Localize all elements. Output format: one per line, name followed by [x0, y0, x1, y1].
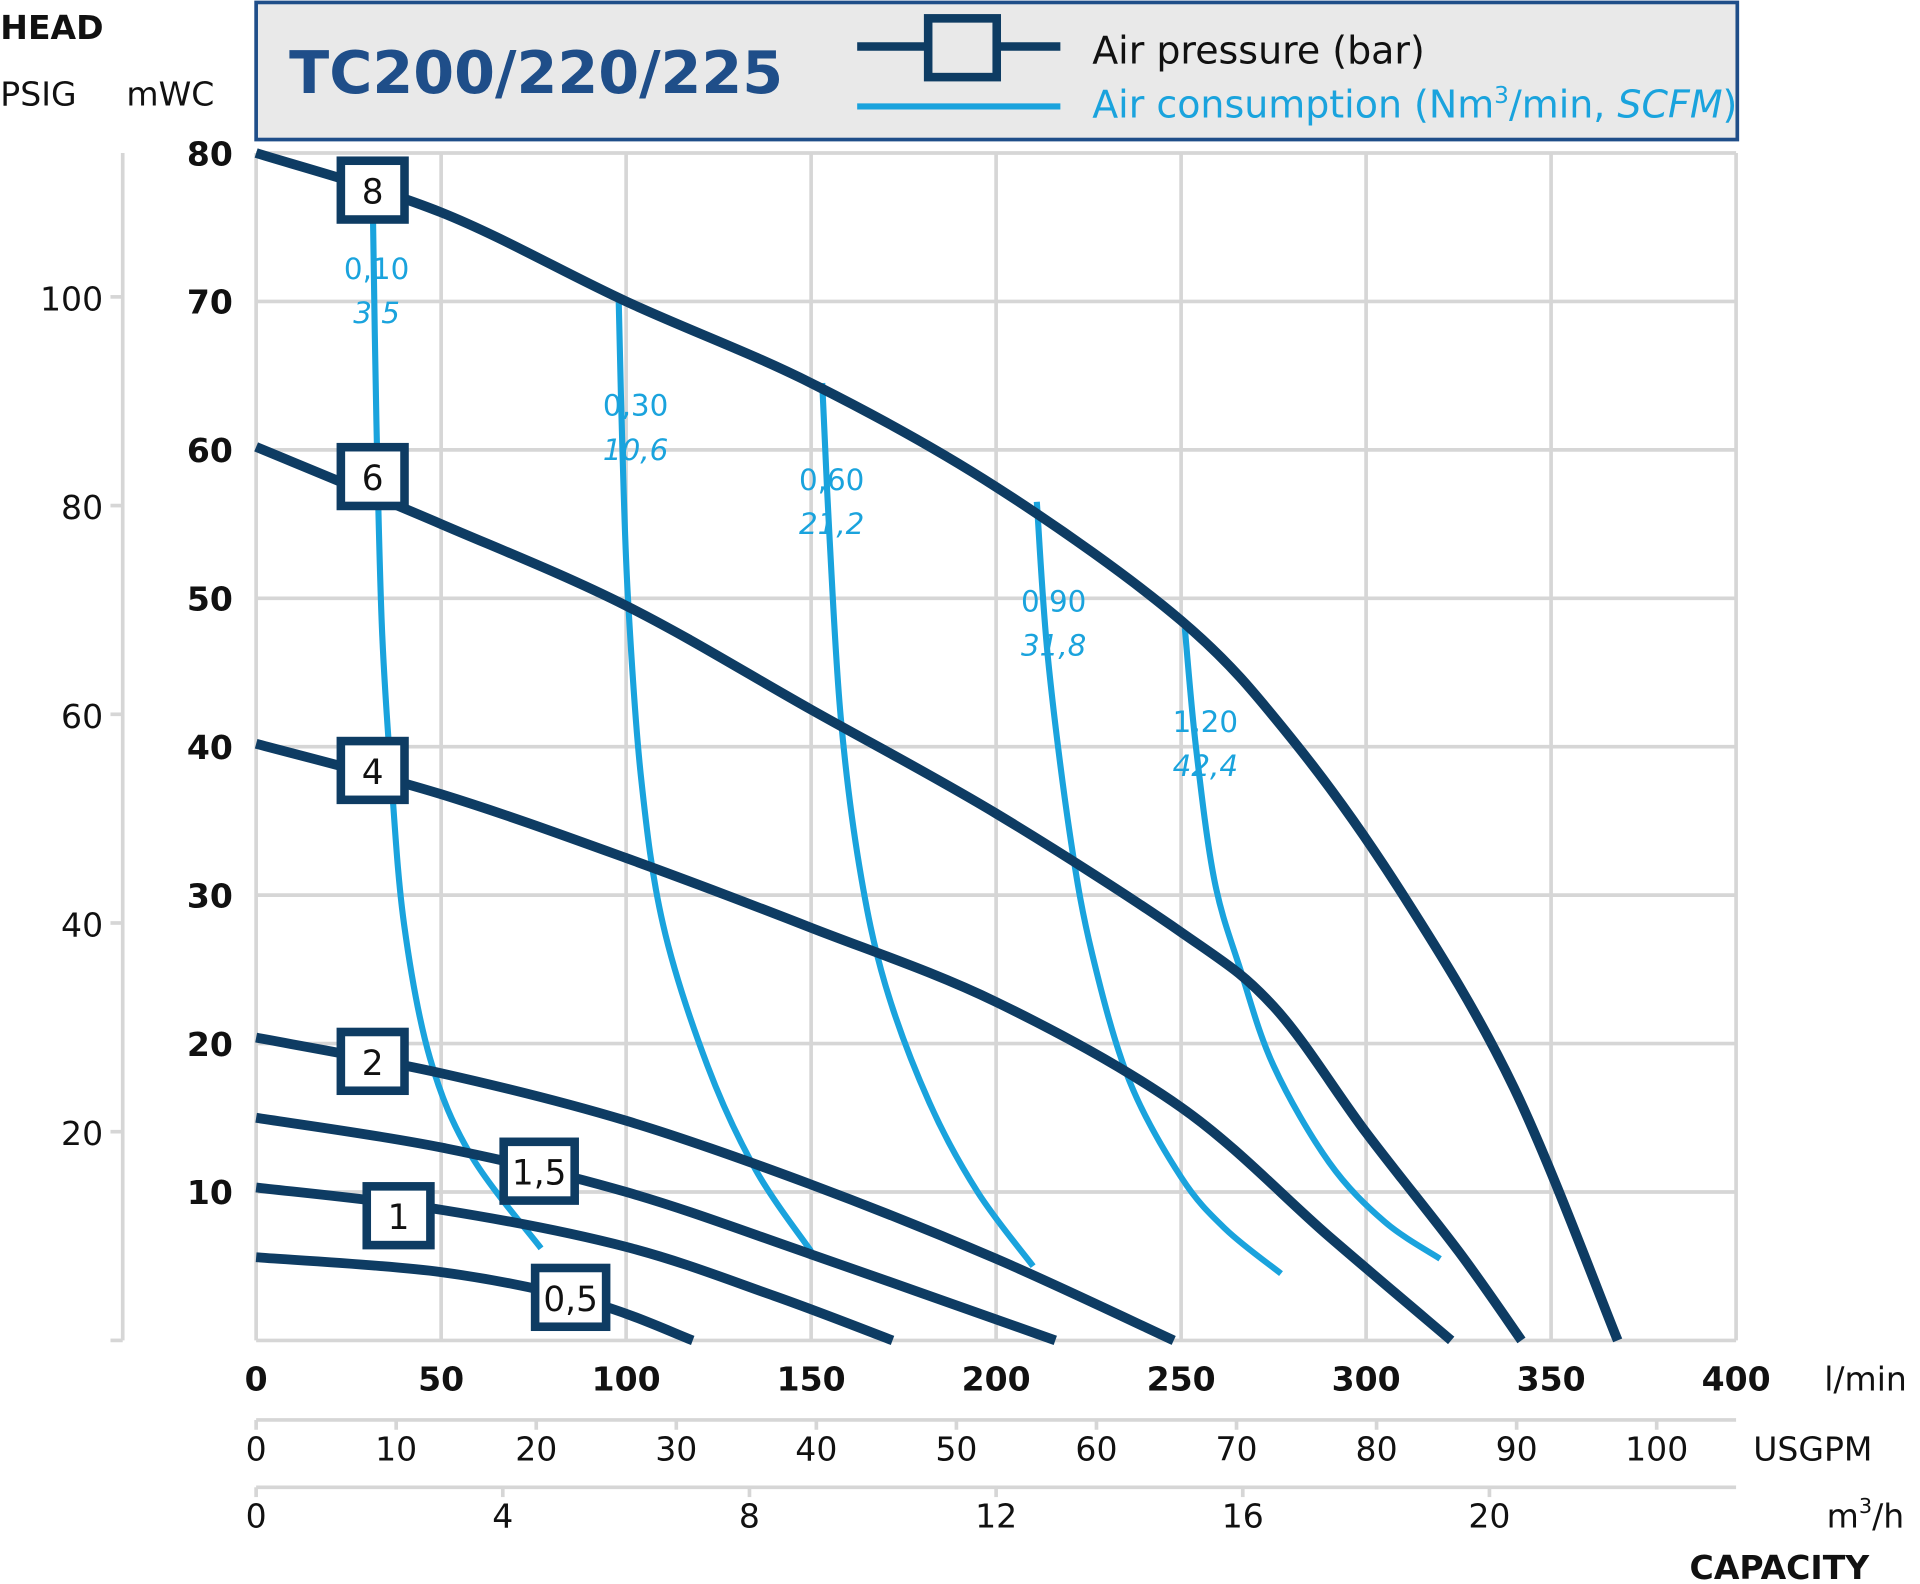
x-tick-usgpm: 50	[935, 1429, 977, 1468]
pressure-curve	[255, 1032, 1176, 1345]
x-tick-lmin: 400	[1702, 1360, 1771, 1399]
x-tick-lmin: 200	[962, 1360, 1031, 1399]
pressure-curve	[254, 442, 1526, 1344]
x-tick-usgpm: 20	[515, 1429, 557, 1468]
pressure-label-box	[336, 442, 409, 511]
consumption-label-scfm: 21,2	[799, 507, 864, 541]
x-tick-m3h: 20	[1468, 1497, 1510, 1536]
y-tick-mwc: 30	[187, 876, 233, 915]
pressure-label-box	[499, 1137, 579, 1205]
x-tick-m3h: 16	[1222, 1497, 1264, 1536]
x-tick-lmin: 250	[1147, 1360, 1216, 1399]
pressure-curve	[254, 739, 1455, 1345]
consumption-label-nm3min: 0,30	[603, 389, 668, 423]
pressure-curve	[254, 148, 1623, 1343]
x-tick-usgpm: 0	[246, 1429, 267, 1468]
consumption-label-scfm: 31,8	[1021, 629, 1086, 663]
x-tick-m3h: 12	[975, 1497, 1017, 1536]
pressure-label: 2	[362, 1044, 384, 1084]
pressure-label: 6	[362, 459, 384, 499]
x-tick-lmin: 150	[777, 1360, 846, 1399]
x-tick-m3h: 8	[739, 1497, 760, 1536]
y-tick-psig: 60	[61, 697, 103, 736]
pressure-label-box	[530, 1263, 611, 1332]
x-tick-usgpm: 70	[1215, 1429, 1257, 1468]
consumption-curve	[1181, 627, 1442, 1262]
consumption-curves: 0,10 3,5 0,30 10,6 0,60 21,2 0,90 31,8 1,20 42,4	[344, 197, 1442, 1277]
pressure-label: 1,5	[512, 1154, 567, 1194]
x-tick-lmin: 0	[245, 1360, 268, 1399]
y-tick-mwc: 80	[187, 134, 233, 173]
x-tick-usgpm: 30	[655, 1429, 697, 1468]
x-tick-lmin: 300	[1332, 1360, 1401, 1399]
consumption-label-scfm: 42,4	[1173, 749, 1238, 783]
consumption-label-scfm: 3,5	[353, 296, 400, 330]
x-tick-usgpm: 40	[795, 1429, 837, 1468]
y-tick-mwc: 20	[187, 1025, 233, 1064]
y-tick-psig: 80	[61, 488, 103, 527]
x-axis-title: CAPACITY	[1690, 1548, 1871, 1584]
legend-consumption-label: Air consumption (Nm3/min, SCFM)	[1092, 82, 1737, 127]
legend-pressure-label: Air pressure (bar)	[1092, 29, 1425, 73]
consumption-label-nm3min: 0,90	[1021, 585, 1086, 619]
pressure-label: 4	[362, 753, 384, 793]
x-tick-lmin: 350	[1517, 1360, 1586, 1399]
y-axis-title: HEAD	[0, 8, 103, 47]
y-tick-mwc: 50	[187, 580, 233, 619]
pressure-label-box	[336, 156, 409, 224]
x-tick-usgpm: 90	[1496, 1429, 1538, 1468]
x-tick-lmin: 100	[592, 1360, 661, 1399]
consumption-label-nm3min: 0,60	[799, 463, 864, 497]
pressure-curve	[255, 1252, 695, 1345]
consumption-curve	[615, 301, 814, 1254]
y-unit-psig: PSIG	[0, 74, 76, 113]
y-tick-mwc: 40	[187, 728, 233, 767]
y-tick-mwc: 60	[187, 431, 233, 470]
x-unit-lmin: l/min	[1824, 1360, 1907, 1399]
consumption-label-scfm: 10,6	[603, 433, 668, 467]
x-tick-usgpm: 100	[1625, 1429, 1688, 1468]
pressure-label-box	[362, 1182, 435, 1250]
y-tick-mwc: 10	[187, 1173, 233, 1212]
x-unit-m3h: m3/h	[1827, 1494, 1905, 1536]
pressure-label: 8	[362, 173, 384, 213]
y-unit-mwc: mWC	[126, 74, 214, 113]
y-tick-psig: 20	[61, 1114, 103, 1153]
pressure-label: 1	[388, 1198, 410, 1238]
x-tick-usgpm: 10	[375, 1429, 417, 1468]
consumption-curve	[819, 382, 1036, 1269]
y-tick-mwc: 70	[187, 283, 233, 322]
chart-title: TC200/220/225	[289, 38, 783, 107]
x-tick-m3h: 0	[246, 1497, 267, 1536]
pressure-label-box	[336, 1027, 409, 1096]
consumption-label-nm3min: 1,20	[1173, 705, 1238, 739]
consumption-curve	[1033, 501, 1283, 1277]
chart-header: TC200/220/225 Air pressure (bar) Air con…	[254, 0, 1740, 142]
y-tick-psig: 40	[61, 905, 103, 944]
y-tick-psig: 100	[40, 279, 103, 318]
x-tick-usgpm: 60	[1075, 1429, 1117, 1468]
pressure-label-box	[336, 736, 409, 805]
x-unit-usgpm: USGPM	[1753, 1429, 1872, 1468]
x-tick-lmin: 50	[418, 1360, 464, 1399]
legend-pressure-box-icon	[923, 14, 1002, 82]
consumption-label-nm3min: 0,10	[344, 252, 409, 286]
pressure-curves: 8 6 4 2 1,5 1 0,5	[254, 148, 1623, 1346]
x-tick-usgpm: 80	[1356, 1429, 1398, 1468]
pressure-curve	[255, 1112, 1057, 1346]
pressure-label: 0,5	[543, 1280, 598, 1320]
x-tick-m3h: 4	[492, 1497, 513, 1536]
